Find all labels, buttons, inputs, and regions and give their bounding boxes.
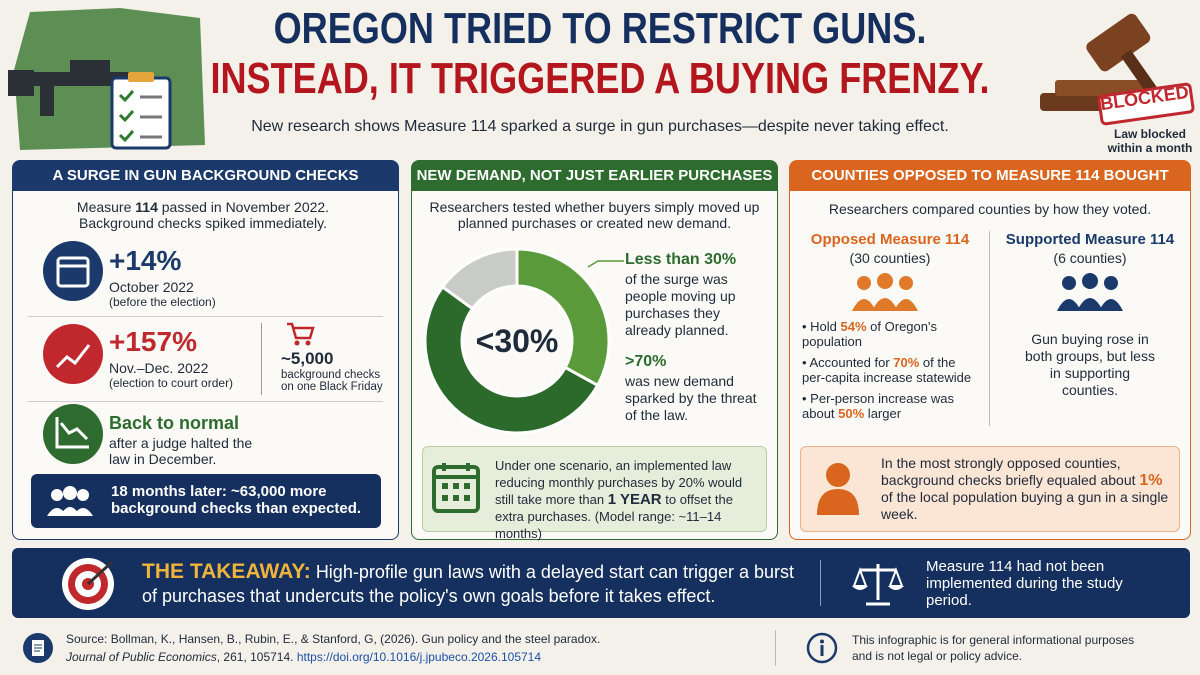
text: of the per-capita increase statewide	[802, 355, 972, 385]
intro: Researchers compared counties by how the…	[828, 201, 1152, 217]
text: Hold	[810, 319, 841, 334]
text: of the local population buying a gun in …	[881, 489, 1169, 522]
person-icon	[817, 463, 859, 515]
text: passed in November 2022. Background chec…	[79, 199, 330, 231]
leader	[588, 260, 624, 268]
legend-text: of the surge was people moving up purcha…	[625, 271, 736, 338]
intro: Measure 114 passed in November 2022. Bac…	[53, 199, 353, 231]
note-text: In the most strongly opposed counties, b…	[881, 455, 1171, 523]
takeaway-text: THE TAKEAWAY: High-profile gun laws with…	[142, 560, 802, 608]
callout: 18 months later: ~63,000 more background…	[31, 474, 381, 528]
takeaway-side: Measure 114 had not been implemented dur…	[926, 558, 1123, 609]
legend-text: was new demand sparked by the threat of …	[625, 373, 757, 423]
takeaway-label: THE TAKEAWAY:	[142, 560, 311, 583]
donut-segment	[423, 284, 600, 435]
text: Under one scenario, an implemented law r…	[495, 458, 743, 507]
scales-icon	[852, 564, 904, 606]
stat-value: +14%	[109, 245, 182, 276]
donut-center: <30%	[475, 323, 559, 359]
subtitle: New research shows Measure 114 sparked a…	[251, 118, 949, 135]
divider	[28, 316, 383, 317]
text: to offset the extra purchases. (Model ra…	[495, 492, 733, 541]
panel-title: A SURGE IN GUN BACKGROUND CHECKS	[13, 161, 398, 191]
title-line1: OREGON TRIED TO RESTRICT GUNS.	[273, 4, 927, 53]
bullet: • Accounted for 70% of the per-capita in…	[802, 355, 972, 385]
source: Source: Bollman, K., Hansen, B., Rubin, …	[66, 632, 601, 646]
side-stat-note: background checks on one Black Friday	[281, 369, 383, 393]
text: , 261, 105714.	[216, 650, 297, 664]
stat-label: October 2022	[109, 279, 194, 295]
gavel	[1040, 13, 1195, 126]
bullets: • Hold 54% of Oregon's population • Acco…	[802, 319, 982, 421]
legend-head: Less than 30%	[625, 251, 737, 268]
text: Measure	[76, 199, 136, 215]
text: 1 YEAR	[607, 491, 662, 508]
text: 114	[135, 199, 158, 215]
group-count: (6 counties)	[1053, 250, 1127, 266]
note-text: Under one scenario, an implemented law r…	[495, 457, 760, 542]
stat-note: (election to court order)	[109, 376, 234, 390]
divider	[989, 231, 990, 426]
target-icon	[62, 558, 114, 610]
title-line2: INSTEAD, IT TRIGGERED A BUYING FRENZY.	[210, 54, 990, 103]
bullet: • Hold 54% of Oregon's population	[802, 319, 937, 349]
text: larger	[864, 406, 902, 421]
panel: NEW DEMAND, NOT JUST EARLIER PURCHASES R…	[411, 160, 778, 541]
info-icon	[806, 632, 838, 664]
text: 1%	[1139, 472, 1163, 489]
doc-icon	[23, 633, 53, 663]
disclaimer: This infographic is for general informat…	[852, 633, 1135, 663]
oregon-art	[8, 8, 205, 150]
stat-icons	[43, 241, 103, 464]
divider	[28, 401, 383, 402]
divider	[775, 630, 776, 666]
stat-note: after a judge halted the law in December…	[109, 435, 253, 467]
panel: A SURGE IN GUN BACKGROUND CHECKS Measure…	[12, 160, 399, 540]
citation: Journal of Public Economics, 261, 105714…	[66, 650, 541, 664]
stat-value: Back to normal	[109, 413, 240, 433]
badge-caption: Law blocked within a month	[1107, 127, 1193, 155]
text: 70%	[893, 355, 920, 370]
text: 54%	[840, 319, 867, 334]
text: of Oregon's population	[802, 319, 937, 349]
text: Per-person increase was about	[802, 391, 954, 421]
journal: Journal of Public Economics	[66, 650, 217, 664]
calendar-icon	[432, 463, 480, 513]
text: In the most strongly opposed counties, b…	[881, 455, 1140, 488]
group-count: (30 counties)	[849, 250, 931, 266]
divider	[820, 560, 821, 606]
cart-icon	[287, 322, 315, 346]
group-text: Gun buying rose in both groups, but less…	[1025, 331, 1155, 398]
note-box: In the most strongly opposed counties, b…	[800, 446, 1180, 532]
people-icon	[1057, 273, 1123, 311]
callout-text: 18 months later: ~63,000 more background…	[111, 483, 362, 517]
panel-title: NEW DEMAND, NOT JUST EARLIER PURCHASES	[412, 161, 777, 191]
doi-link[interactable]: https://doi.org/10.1016/j.jpubeco.2026.1…	[296, 650, 542, 664]
text: High-profile gun laws with a delayed sta…	[142, 562, 795, 606]
legend-head: >70%	[625, 353, 667, 370]
stat-note: (before the election)	[109, 295, 216, 309]
text: Accounted for	[809, 355, 894, 370]
intro: Researchers tested whether buyers simply…	[429, 199, 760, 231]
note-box: Under one scenario, an implemented law r…	[422, 446, 767, 541]
side-stat-value: ~5,000	[281, 349, 334, 368]
divider	[261, 323, 262, 395]
people-icon	[852, 273, 918, 311]
people-icon	[47, 486, 93, 516]
takeaway: THE TAKEAWAY: High-profile gun laws with…	[12, 548, 1190, 618]
panel-title: COUNTIES OPPOSED TO MEASURE 114 BOUGHT M…	[790, 161, 1190, 214]
stat-label: Nov.–Dec. 2022	[109, 360, 209, 376]
stat-value: +157%	[109, 326, 197, 357]
group-title: Opposed Measure 114	[810, 231, 970, 248]
bullet: • Per-person increase was about 50% larg…	[802, 391, 954, 421]
group-title: Supported Measure 114	[1005, 231, 1175, 248]
text: 50%	[838, 406, 865, 421]
donut-segment	[440, 247, 519, 311]
donut-segment	[515, 247, 611, 388]
donut-chart	[423, 247, 611, 435]
panel: COUNTIES OPPOSED TO MEASURE 114 BOUGHT M…	[789, 160, 1191, 540]
